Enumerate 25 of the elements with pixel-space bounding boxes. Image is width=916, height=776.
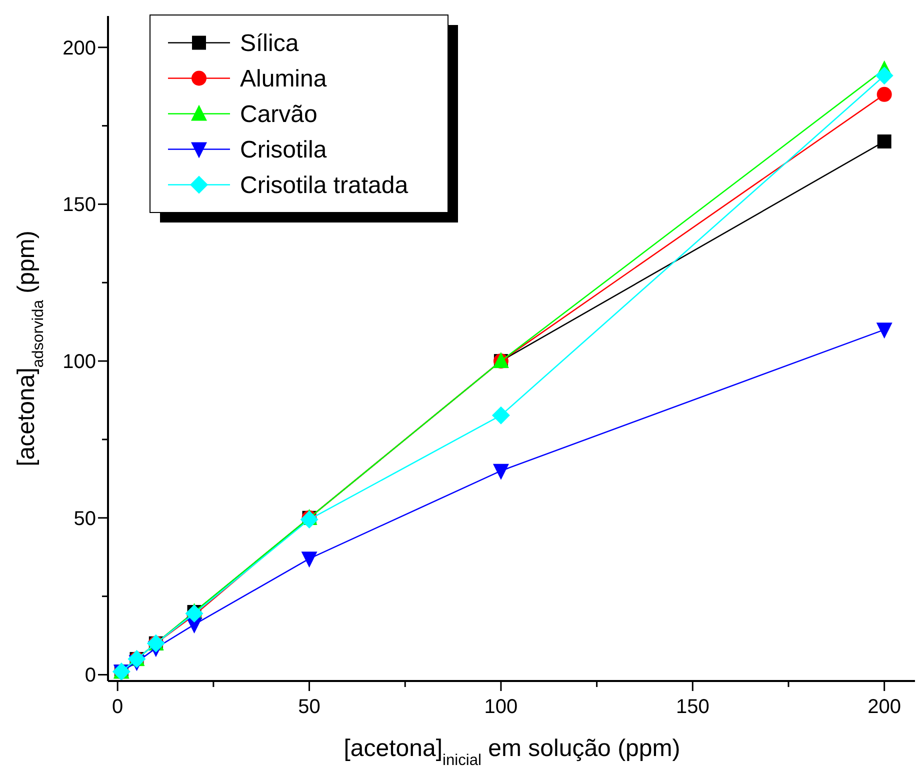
point xyxy=(875,66,894,85)
point xyxy=(876,86,892,102)
y-tick-label: 150 xyxy=(62,194,96,216)
x-tick-label: 0 xyxy=(112,696,124,718)
y-tick-label: 200 xyxy=(62,37,96,60)
point xyxy=(492,406,510,424)
legend-label: Crisotila xyxy=(240,136,328,164)
legend-label: Alumina xyxy=(240,65,328,92)
x-tick-label: 200 xyxy=(868,696,902,718)
y-tick-label: 50 xyxy=(74,508,96,530)
x-tick-label: 100 xyxy=(484,696,518,718)
point xyxy=(300,510,318,528)
point xyxy=(877,134,892,148)
legend-label: Carvão xyxy=(240,100,318,128)
point xyxy=(301,552,318,568)
y-tick-label: 100 xyxy=(62,351,96,374)
point xyxy=(876,322,892,339)
x-tick-label: 150 xyxy=(676,696,710,718)
x-axis-title: [acetona]$_{inicial}$ em solução (ppm) xyxy=(344,735,680,768)
legend-label: Sílica xyxy=(240,30,300,57)
y-tick-label: 0 xyxy=(84,664,96,687)
legend-label: Crisotila tratada xyxy=(240,172,409,199)
point xyxy=(185,604,204,623)
x-tick-label: 50 xyxy=(298,696,320,718)
point xyxy=(492,464,509,480)
